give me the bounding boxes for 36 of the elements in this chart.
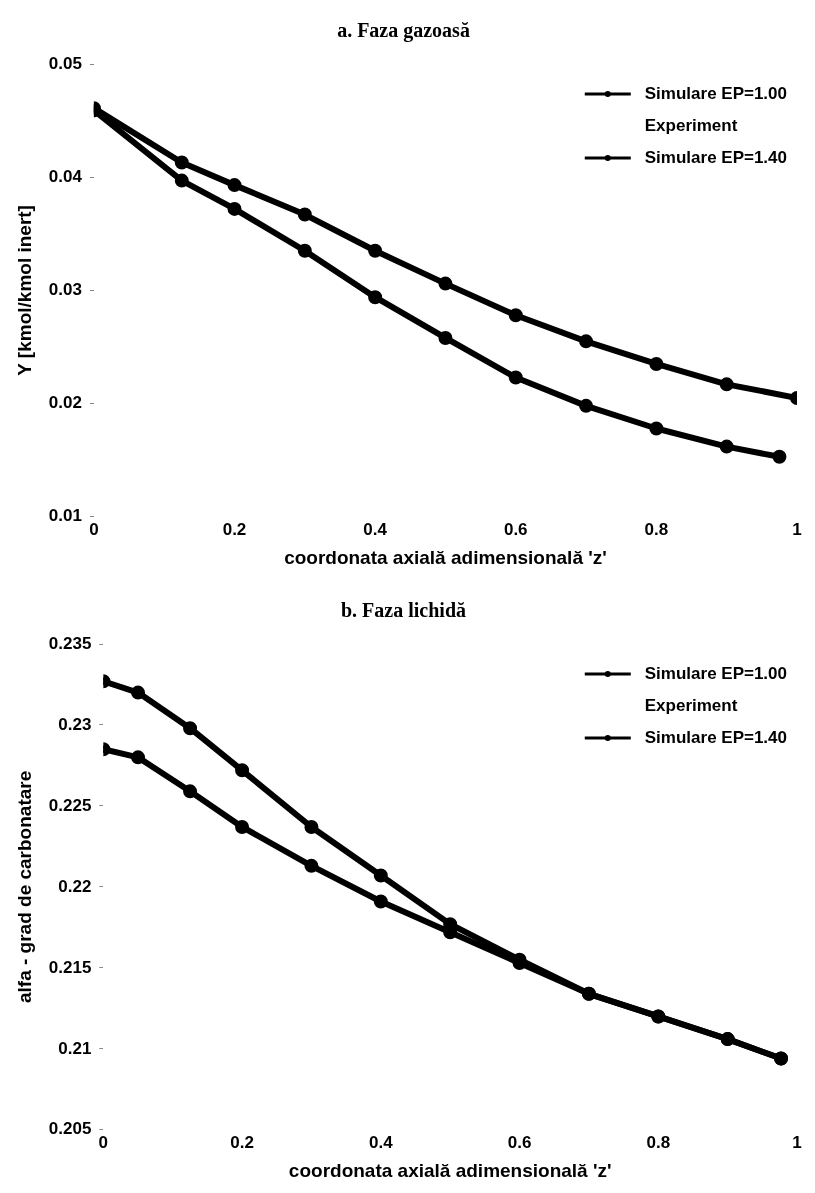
y-axis-title: Y [kmol/kmol inert]: [13, 205, 35, 376]
chart-title: b. Faza lichidă: [340, 599, 467, 622]
x-tick-label: 1: [792, 1132, 802, 1152]
y-tick-label: 0.22: [58, 876, 92, 896]
x-tick-label: 0.8: [644, 519, 669, 539]
x-tick-label: 0: [98, 1132, 109, 1152]
y-tick-label: 0.04: [48, 166, 83, 186]
y-tick-label: 0.02: [48, 393, 82, 413]
y-tick-label: 0.03: [48, 280, 82, 300]
legend-label: Simulare EP=1.00: [644, 83, 788, 103]
x-tick-label: 0.6: [507, 1132, 532, 1152]
y-tick-label: 0.215: [48, 957, 92, 977]
legend-label: Simulare EP=1.40: [644, 727, 788, 747]
x-axis-title: coordonata axială adimensională 'z': [288, 1159, 612, 1181]
x-tick-label: 0.4: [368, 1132, 394, 1152]
chart-title: a. Faza gazoasă: [337, 19, 470, 43]
y-tick-label: 0.23: [58, 714, 92, 734]
y-tick-label: 0.05: [48, 53, 82, 73]
y-tick-label: 0.205: [48, 1119, 92, 1139]
y-axis-title: alfa - grad de carbonatare: [13, 770, 35, 1004]
legend-label: Simulare EP=1.00: [644, 663, 788, 683]
y-tick-label: 0.225: [48, 795, 92, 815]
x-tick-label: 0.6: [503, 519, 528, 539]
annotation: Experiment: [644, 115, 738, 135]
legend-label: Simulare EP=1.40: [644, 147, 788, 167]
y-tick-label: 0.01: [48, 506, 82, 526]
y-tick-label: 0.21: [58, 1038, 92, 1058]
x-tick-label: 0.2: [222, 519, 247, 539]
annotation: Experiment: [644, 695, 738, 715]
y-tick-label: 0.235: [48, 633, 92, 653]
x-tick-label: 0.8: [646, 1132, 671, 1152]
x-tick-label: 1: [792, 519, 802, 539]
x-tick-label: 0: [89, 519, 99, 539]
x-tick-label: 0.2: [230, 1132, 254, 1152]
x-tick-label: 0.4: [363, 519, 388, 539]
x-axis-title: coordonata axială adimensională 'z': [284, 546, 607, 568]
